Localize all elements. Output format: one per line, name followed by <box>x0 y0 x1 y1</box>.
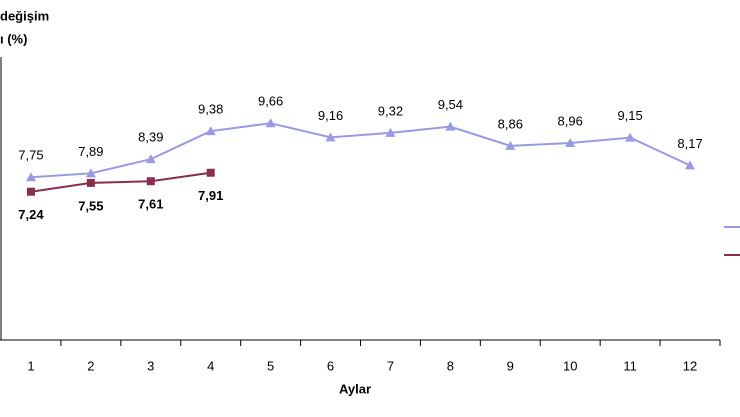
point <box>145 154 156 164</box>
x-tick-label: 6 <box>327 358 334 373</box>
point <box>565 138 576 148</box>
data-label: 7,55 <box>78 198 103 213</box>
data-label: 7,24 <box>18 207 44 222</box>
data-label: 8,17 <box>677 136 702 151</box>
data-label: 8,96 <box>558 113 583 128</box>
data-label: 7,89 <box>78 144 103 159</box>
point <box>26 187 35 196</box>
point <box>385 127 396 137</box>
point <box>205 126 216 136</box>
data-label: 9,32 <box>378 103 403 118</box>
x-tick-label: 3 <box>147 358 154 373</box>
x-tick-label: 11 <box>623 358 637 373</box>
x-tick-label: 10 <box>563 358 577 373</box>
x-axis-label: Aylar <box>339 381 371 396</box>
point <box>85 168 96 178</box>
series-line <box>30 171 211 193</box>
point <box>146 177 155 186</box>
x-tick-label: 2 <box>87 358 94 373</box>
point <box>25 172 36 182</box>
data-label: 7,61 <box>138 197 163 212</box>
series-line <box>30 122 691 179</box>
data-label: 9,66 <box>258 94 283 109</box>
data-label: 9,54 <box>438 97 463 112</box>
point <box>325 132 336 142</box>
data-label: 9,38 <box>198 102 223 117</box>
point <box>625 132 636 142</box>
x-tick-label: 4 <box>207 358 214 373</box>
data-label: 7,75 <box>18 148 43 163</box>
point <box>265 118 276 128</box>
data-label: 9,15 <box>617 108 642 123</box>
x-tick-label: 8 <box>447 358 454 373</box>
point <box>86 178 95 187</box>
x-tick-label: 12 <box>683 358 697 373</box>
y-title-line: değişim <box>0 8 49 23</box>
data-label: 7,91 <box>198 188 223 203</box>
data-label: 8,86 <box>498 116 523 131</box>
x-tick-label: 9 <box>507 358 514 373</box>
data-label: 9,16 <box>318 108 343 123</box>
data-label: 8,39 <box>138 130 163 145</box>
y-title-line: ı (%) <box>0 31 27 46</box>
x-tick-label: 1 <box>27 358 34 373</box>
point <box>505 140 516 150</box>
point <box>685 160 696 170</box>
point <box>206 168 215 177</box>
point <box>445 121 456 131</box>
x-tick-label: 5 <box>267 358 274 373</box>
x-tick-label: 7 <box>387 358 394 373</box>
